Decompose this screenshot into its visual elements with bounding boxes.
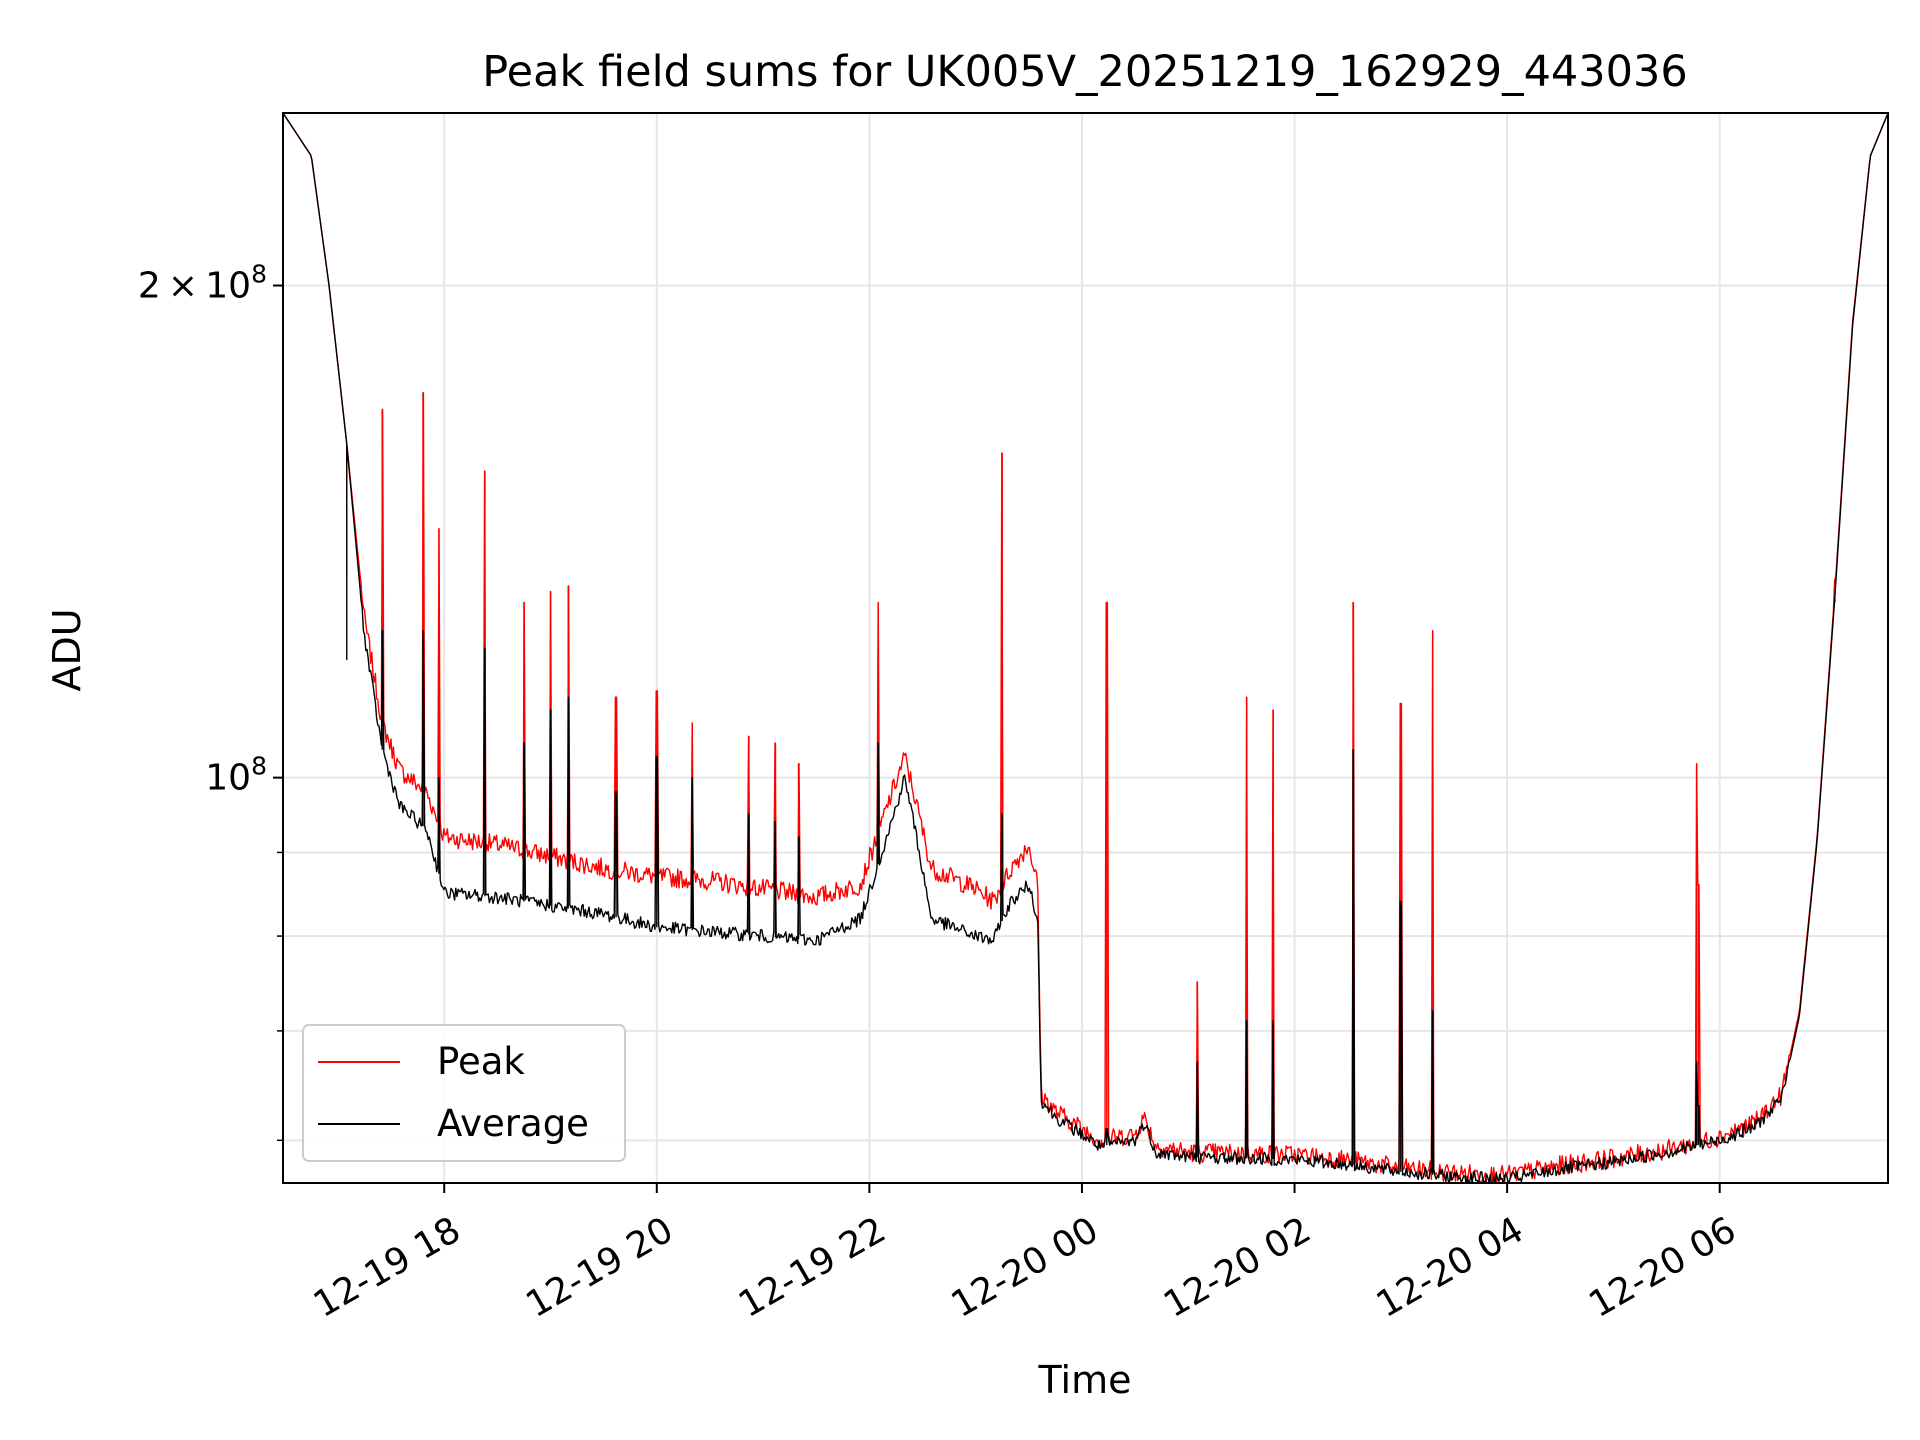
legend-average-label: Average [437, 1102, 589, 1145]
legend-peak-label: Peak [437, 1040, 525, 1083]
y-tick-label: 2 × 108 [138, 259, 267, 306]
y-axis-label: ADU [45, 608, 89, 691]
series-layer [283, 113, 1888, 1183]
legend: Peak Average [302, 1024, 626, 1162]
chart-title: Peak field sums for UK005V_20251219_1629… [482, 47, 1687, 97]
legend-frame [302, 1024, 626, 1162]
plot-frame [282, 112, 1889, 1184]
x-axis-label: Time [1038, 1358, 1132, 1402]
axes [282, 112, 1889, 1184]
